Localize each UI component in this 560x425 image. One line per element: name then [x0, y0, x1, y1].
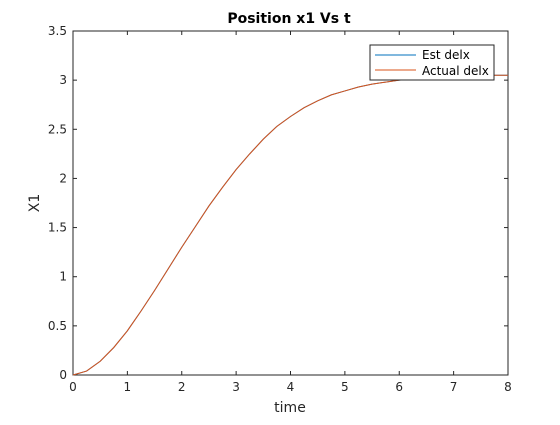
- axis-ticks: 0 1 2 3 4 5 6 7 8 0 0.5 1 1.5 2 2.5 3 3.5: [48, 24, 512, 394]
- y-tick-label: 1.5: [48, 221, 67, 235]
- y-tick-label: 0.5: [48, 319, 67, 333]
- chart-title: Position x1 Vs t: [227, 11, 351, 27]
- y-tick-label: 3: [59, 73, 67, 87]
- legend-label-actual-delx: Actual delx: [422, 64, 489, 78]
- x-tick-label: 7: [450, 380, 458, 394]
- y-tick-label: 0: [59, 368, 67, 382]
- y-tick-label: 2.5: [48, 122, 67, 136]
- y-tick-label: 3.5: [48, 24, 67, 38]
- x-tick-label: 3: [232, 380, 240, 394]
- legend: Est delx Actual delx: [369, 44, 495, 81]
- x-tick-label: 6: [395, 380, 403, 394]
- legend-box: [369, 44, 495, 81]
- x-tick-label: 5: [341, 380, 349, 394]
- y-axis-label: X1: [27, 194, 43, 213]
- x-tick-label: 8: [504, 380, 512, 394]
- legend-label-est-delx: Est delx: [422, 48, 470, 62]
- x-tick-label: 1: [124, 380, 132, 394]
- y-tick-label: 1: [59, 270, 67, 284]
- plot-area: [72, 30, 509, 376]
- x-tick-label: 4: [287, 380, 295, 394]
- y-tick-label: 2: [59, 171, 67, 185]
- x-tick-label: 0: [69, 380, 77, 394]
- x-axis-label: time: [274, 400, 306, 416]
- x-tick-label: 2: [178, 380, 186, 394]
